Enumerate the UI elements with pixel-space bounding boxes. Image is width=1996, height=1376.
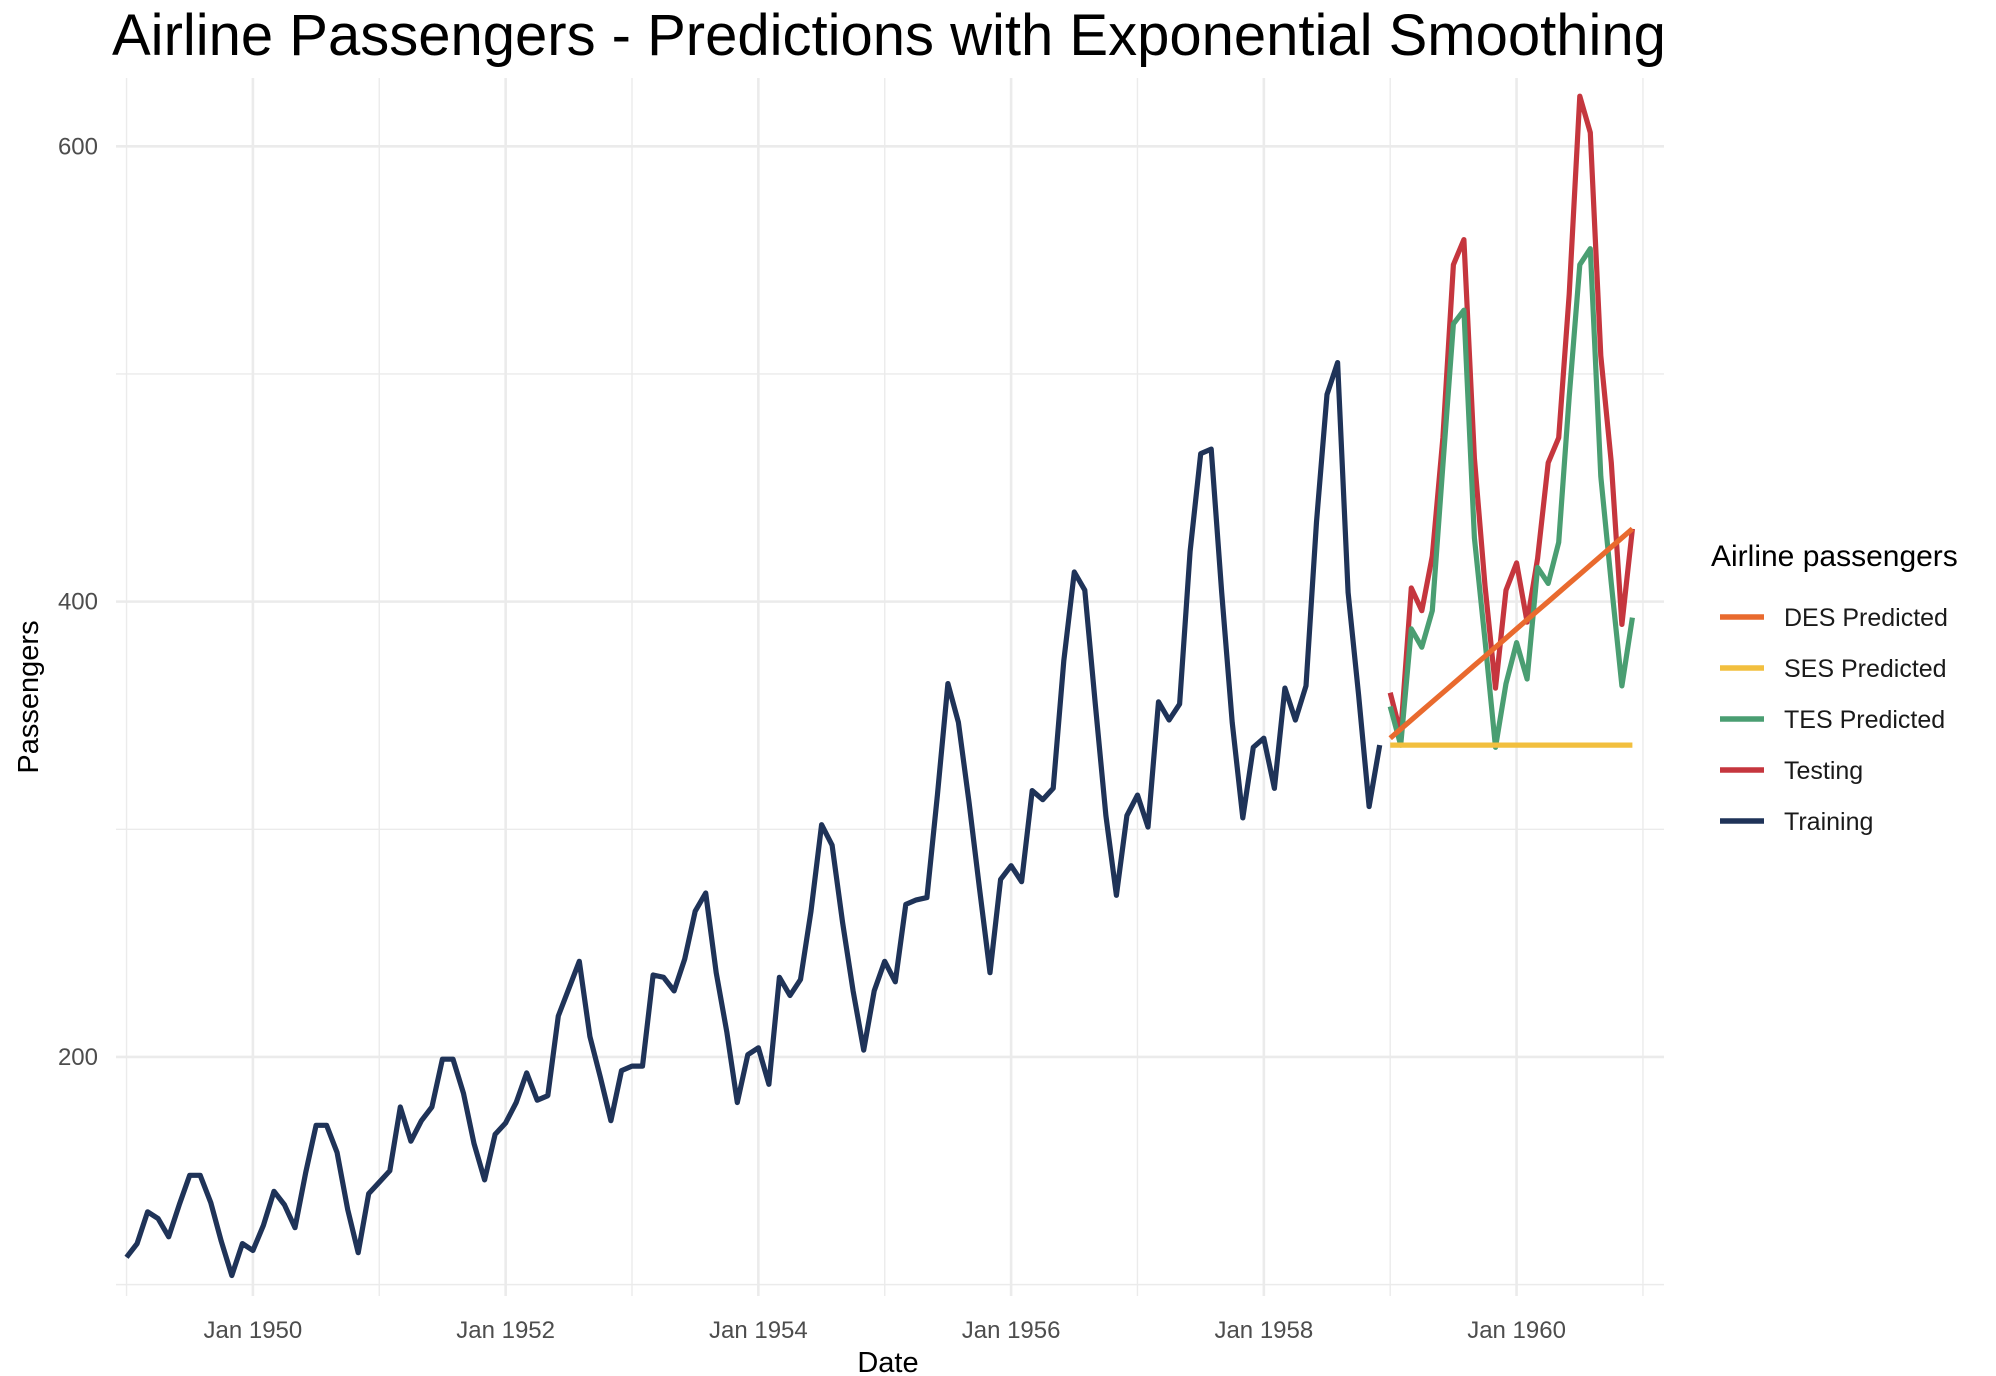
grid-lines xyxy=(116,78,1664,1296)
y-tick-label: 400 xyxy=(58,589,98,616)
legend: Airline passengers DES Predicted SES Pred… xyxy=(1711,540,1958,836)
x-tick-label: Jan 1960 xyxy=(1467,1317,1566,1344)
series-line-training xyxy=(124,360,1383,1279)
x-tick-label: Jan 1950 xyxy=(204,1317,303,1344)
x-tick-label: Jan 1958 xyxy=(1214,1317,1313,1344)
chart-title: Airline Passengers - Predictions with Ex… xyxy=(112,3,1666,68)
legend-label: Testing xyxy=(1784,757,1863,785)
legend-label: Training xyxy=(1784,808,1873,836)
series-lines xyxy=(124,93,1635,1279)
y-axis-ticks: 200 400 600 xyxy=(58,133,98,1071)
series-line-testing xyxy=(1387,93,1635,737)
legend-title: Airline passengers xyxy=(1711,540,1958,573)
legend-label: DES Predicted xyxy=(1784,604,1948,632)
x-tick-label: Jan 1952 xyxy=(456,1317,555,1344)
x-axis-title: Date xyxy=(857,1347,918,1376)
x-tick-label: Jan 1954 xyxy=(709,1317,808,1344)
legend-label: TES Predicted xyxy=(1784,706,1945,734)
series-line-des-predicted xyxy=(1388,526,1635,741)
x-tick-label: Jan 1956 xyxy=(962,1317,1061,1344)
x-axis-ticks: Jan 1950 Jan 1952 Jan 1954 Jan 1956 Jan 1958… xyxy=(204,1317,1566,1344)
legend-label: SES Predicted xyxy=(1784,655,1947,683)
y-tick-label: 600 xyxy=(58,133,98,160)
y-axis-title: Passengers xyxy=(13,620,45,773)
series-line-tes-predicted xyxy=(1387,246,1635,750)
y-tick-label: 200 xyxy=(58,1044,98,1071)
